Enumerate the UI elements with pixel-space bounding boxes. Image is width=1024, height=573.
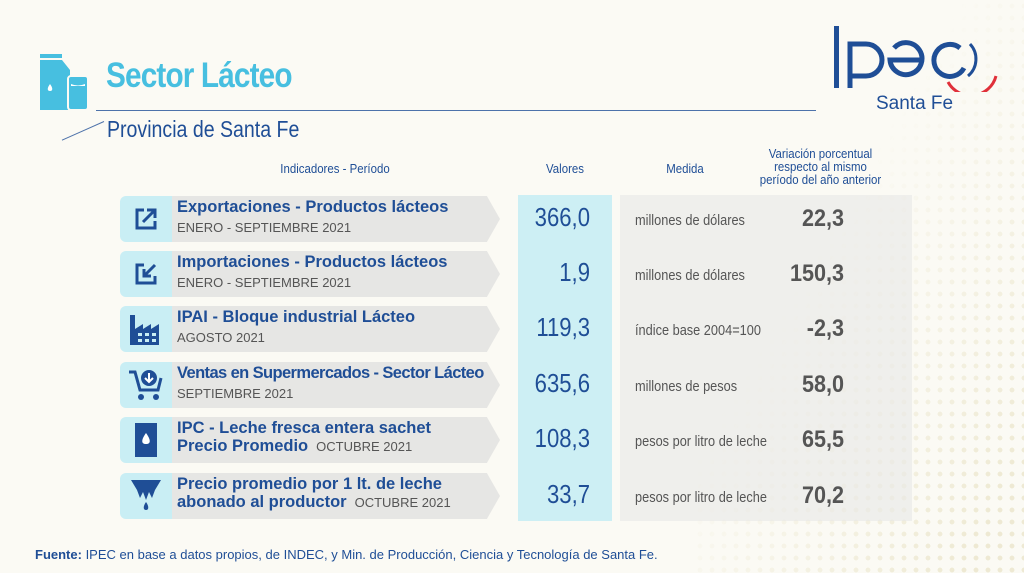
indicator-title-line2: Precio Promedio OCTUBRE 2021 (177, 437, 412, 456)
indicator-title: Ventas en Supermercados - Sector Lácteo (177, 364, 484, 382)
indicator-measure: millones de pesos (635, 379, 738, 395)
column-header-indicator: Indicadores - Período (280, 161, 390, 176)
indicator-title2: abonado al productor (177, 493, 347, 511)
indicator-label-bg (172, 196, 500, 242)
indicator-measure: pesos por litro de leche (635, 434, 767, 450)
measure-column (620, 195, 912, 521)
indicator-row: Ventas en Supermercados - Sector Lácteo … (120, 362, 500, 408)
indicator-title: IPC - Leche fresca entera sachet (177, 419, 432, 437)
indicator-variation: 150,3 (789, 260, 844, 287)
indicator-value: 1,9 (559, 257, 590, 287)
source-note: Fuente: IPEC en base a datos propios, de… (35, 547, 658, 562)
indicator-period: ENERO - SEPTIEMBRE 2021 (177, 220, 352, 235)
indicator-title: IPAI - Bloque industrial Lácteo (177, 308, 416, 326)
indicator-row: Importaciones - Productos lácteos ENERO … (120, 251, 500, 297)
indicator-variation: 65,5 (801, 426, 844, 453)
indicator-variation: 70,2 (801, 482, 844, 509)
indicator-title: Exportaciones - Productos lácteos (177, 198, 449, 216)
indicator-row: Exportaciones - Productos lácteos ENERO … (120, 196, 500, 242)
indicator-measure: pesos por litro de leche (635, 490, 767, 506)
indicator-title-line2: abonado al productor OCTUBRE 2021 (177, 493, 451, 512)
export-icon (120, 196, 172, 242)
indicator-title: Precio promedio por 1 lt. de leche (177, 475, 442, 493)
udder-icon (120, 473, 172, 519)
divider (96, 110, 816, 111)
indicator-title2: Precio Promedio (177, 437, 309, 455)
indicator-label-bg (172, 251, 500, 297)
indicator-label-bg (172, 417, 500, 463)
column-header-measure: Medida (666, 161, 704, 176)
indicator-label-bg (172, 362, 500, 408)
logo-region: Santa Fe (876, 93, 954, 114)
divider (61, 121, 105, 141)
indicator-period: OCTUBRE 2021 (316, 439, 413, 454)
indicator-variation: -2,3 (806, 315, 844, 342)
indicator-value: 635,6 (534, 368, 590, 398)
indicator-measure: millones de dólares (635, 213, 745, 229)
indicator-row: IPC - Leche fresca entera sachet Precio … (120, 417, 500, 463)
shopping-cart-icon (120, 362, 172, 408)
indicator-row: Precio promedio por 1 lt. de leche abona… (120, 473, 500, 519)
indicator-label-bg (172, 306, 500, 352)
indicator-period: AGOSTO 2021 (177, 330, 265, 345)
indicator-value: 33,7 (546, 479, 590, 509)
indicator-title: Importaciones - Productos lácteos (177, 253, 448, 271)
indicator-period: OCTUBRE 2021 (354, 495, 451, 510)
indicator-measure: índice base 2004=100 (635, 323, 761, 339)
indicator-variation: 22,3 (801, 205, 844, 232)
indicator-value: 119,3 (536, 312, 590, 342)
column-header-variation: Variación porcentual respecto al mismo p… (759, 146, 882, 187)
indicator-period: ENERO - SEPTIEMBRE 2021 (177, 275, 352, 290)
import-icon (120, 251, 172, 297)
source-text: IPEC en base a datos propios, de INDEC, … (81, 547, 658, 562)
page-subtitle: Provincia de Santa Fe (107, 116, 300, 142)
indicator-label-bg (172, 473, 500, 519)
indicator-value: 366,0 (534, 202, 590, 232)
indicator-row: IPAI - Bloque industrial Lácteo AGOSTO 2… (120, 306, 500, 352)
values-column (518, 195, 612, 521)
milk-carton-glass-icon (40, 54, 89, 111)
factory-icon (120, 306, 172, 352)
page-title: Sector Lácteo (106, 56, 293, 95)
indicator-value: 108,3 (534, 423, 590, 453)
indicator-measure: millones de dólares (635, 268, 745, 284)
ipec-logo (834, 26, 998, 92)
indicator-variation: 58,0 (801, 371, 844, 398)
source-label: Fuente: (35, 547, 82, 562)
column-header-value: Valores (546, 161, 584, 176)
milk-sachet-icon (120, 417, 172, 463)
indicator-period: SEPTIEMBRE 2021 (177, 386, 294, 401)
